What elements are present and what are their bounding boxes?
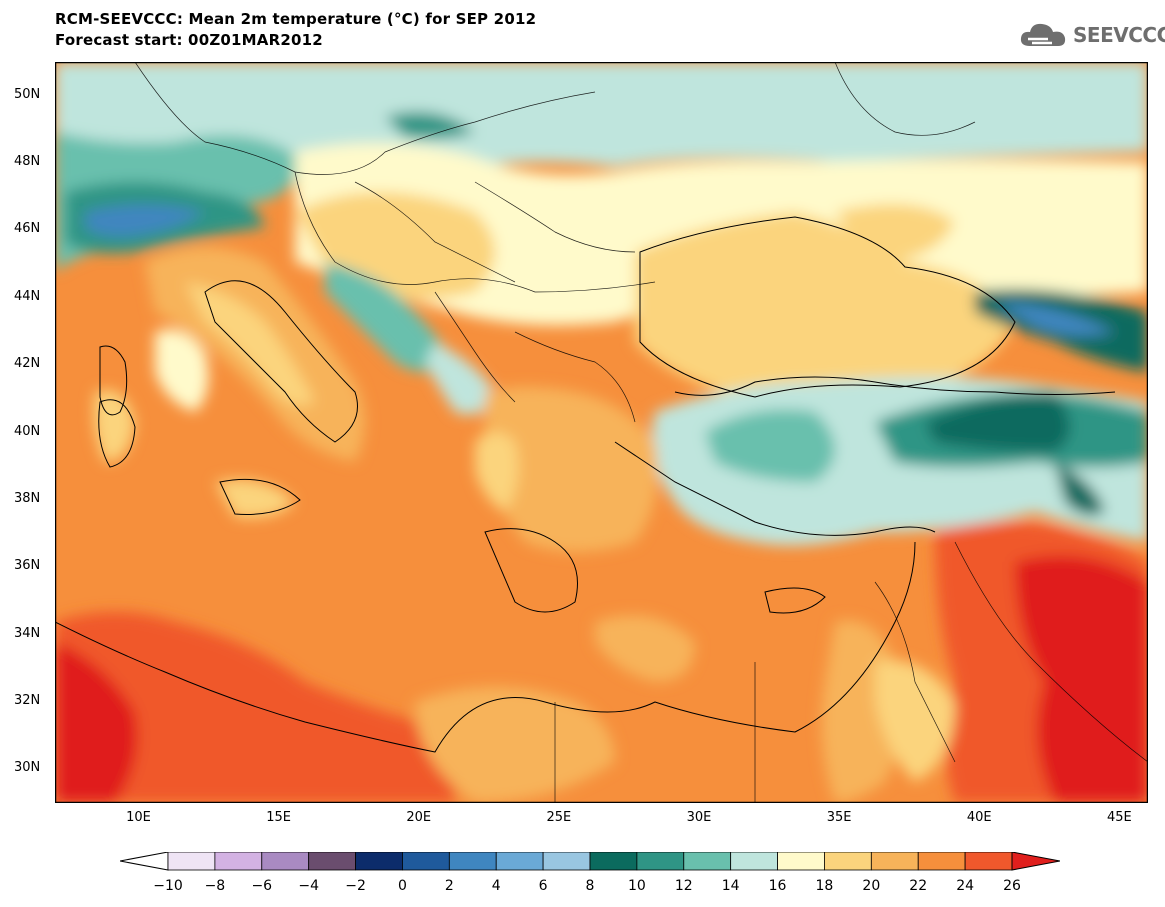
colorbar-segment xyxy=(495,851,544,871)
colorbar-segment xyxy=(730,851,778,871)
colorbar-label: −6 xyxy=(251,878,272,894)
colorbar-label: 16 xyxy=(769,878,787,894)
lon-tick-label: 20E xyxy=(406,810,432,825)
temperature-map xyxy=(55,62,1148,803)
lat-tick-label: 36N xyxy=(14,558,41,574)
lon-tick-label: 10E xyxy=(126,810,151,825)
lat-tick-label: 38N xyxy=(14,490,41,506)
colorbar-segment xyxy=(683,851,732,871)
lon-tick-label: 45E xyxy=(1106,810,1132,825)
colorbar-label: 24 xyxy=(956,878,974,894)
coastlines xyxy=(55,216,1116,753)
colorbar-label: 10 xyxy=(628,878,646,894)
colorbar-segment xyxy=(964,851,1013,871)
map-title: RCM-SEEVCCC: Mean 2m temperature (°C) fo… xyxy=(55,10,537,28)
colorbar-segment xyxy=(636,851,685,871)
lat-tick-label: 50N xyxy=(14,86,41,102)
lat-tick-label: 30N xyxy=(14,760,41,776)
colorbar-segment xyxy=(261,851,310,871)
colorbar-label: 14 xyxy=(722,878,740,894)
lon-tick-label: 35E xyxy=(826,810,852,825)
lat-tick-label: 42N xyxy=(14,356,41,372)
colorbar-label: 8 xyxy=(586,878,595,894)
colorbar-segment xyxy=(917,851,966,871)
country-borders xyxy=(134,62,1148,803)
seevccc-logo: SEEVCCC xyxy=(1018,20,1165,50)
colorbar-legend: −10 −8 −6 −4 −2 0 2 4 6 8 10 12 14 16 18 20 22 24 26 xyxy=(119,851,1061,902)
colorbar-label: −2 xyxy=(345,878,366,894)
map-frame xyxy=(55,62,1148,803)
lat-tick-label: 34N xyxy=(14,625,41,641)
colorbar-segment xyxy=(824,851,872,871)
colorbar-label: −4 xyxy=(298,878,319,894)
colorbar-segment xyxy=(542,851,591,871)
lat-tick-label: 46N xyxy=(14,221,41,237)
lon-tick-label: 40E xyxy=(966,810,992,825)
forecast-start-label: Forecast start: 00Z01MAR2012 xyxy=(55,31,323,49)
cloud-logo-icon xyxy=(1018,20,1070,50)
colorbar-segment xyxy=(870,851,919,871)
colorbar-segment xyxy=(167,851,216,871)
colorbar-segment xyxy=(402,851,450,871)
colorbar-segment xyxy=(1011,851,1061,871)
colorbar-segment xyxy=(777,851,825,871)
lon-tick-label: 25E xyxy=(546,810,572,825)
colorbar-label: 18 xyxy=(816,878,834,894)
colorbar-segment xyxy=(448,851,497,871)
colorbar-label: 22 xyxy=(909,878,927,894)
colorbar-label: 6 xyxy=(539,878,548,894)
colorbar-label: 20 xyxy=(862,878,880,894)
colorbar-label: −10 xyxy=(153,878,183,894)
lat-tick-label: 44N xyxy=(14,288,41,304)
lat-tick-label: 32N xyxy=(14,692,41,708)
temperature-field xyxy=(55,62,1148,803)
colorbar-label: 12 xyxy=(675,878,693,894)
lat-tick-label: 40N xyxy=(14,423,41,439)
colorbar-label: 26 xyxy=(1003,878,1021,894)
colorbar-label: 2 xyxy=(445,878,454,894)
colorbar-label: −8 xyxy=(205,878,226,894)
colorbar-segment xyxy=(119,851,169,871)
colorbar-segment xyxy=(308,851,356,871)
lon-tick-label: 30E xyxy=(686,810,712,825)
lon-tick-label: 15E xyxy=(266,810,291,825)
colorbar-segment xyxy=(589,851,638,871)
logo-text: SEEVCCC xyxy=(1073,23,1165,47)
colorbar-segment xyxy=(214,851,263,871)
colorbar-label: 0 xyxy=(398,878,407,894)
colorbar-segment xyxy=(355,851,403,871)
lat-tick-label: 48N xyxy=(14,154,41,170)
colorbar-label: 4 xyxy=(492,878,501,894)
